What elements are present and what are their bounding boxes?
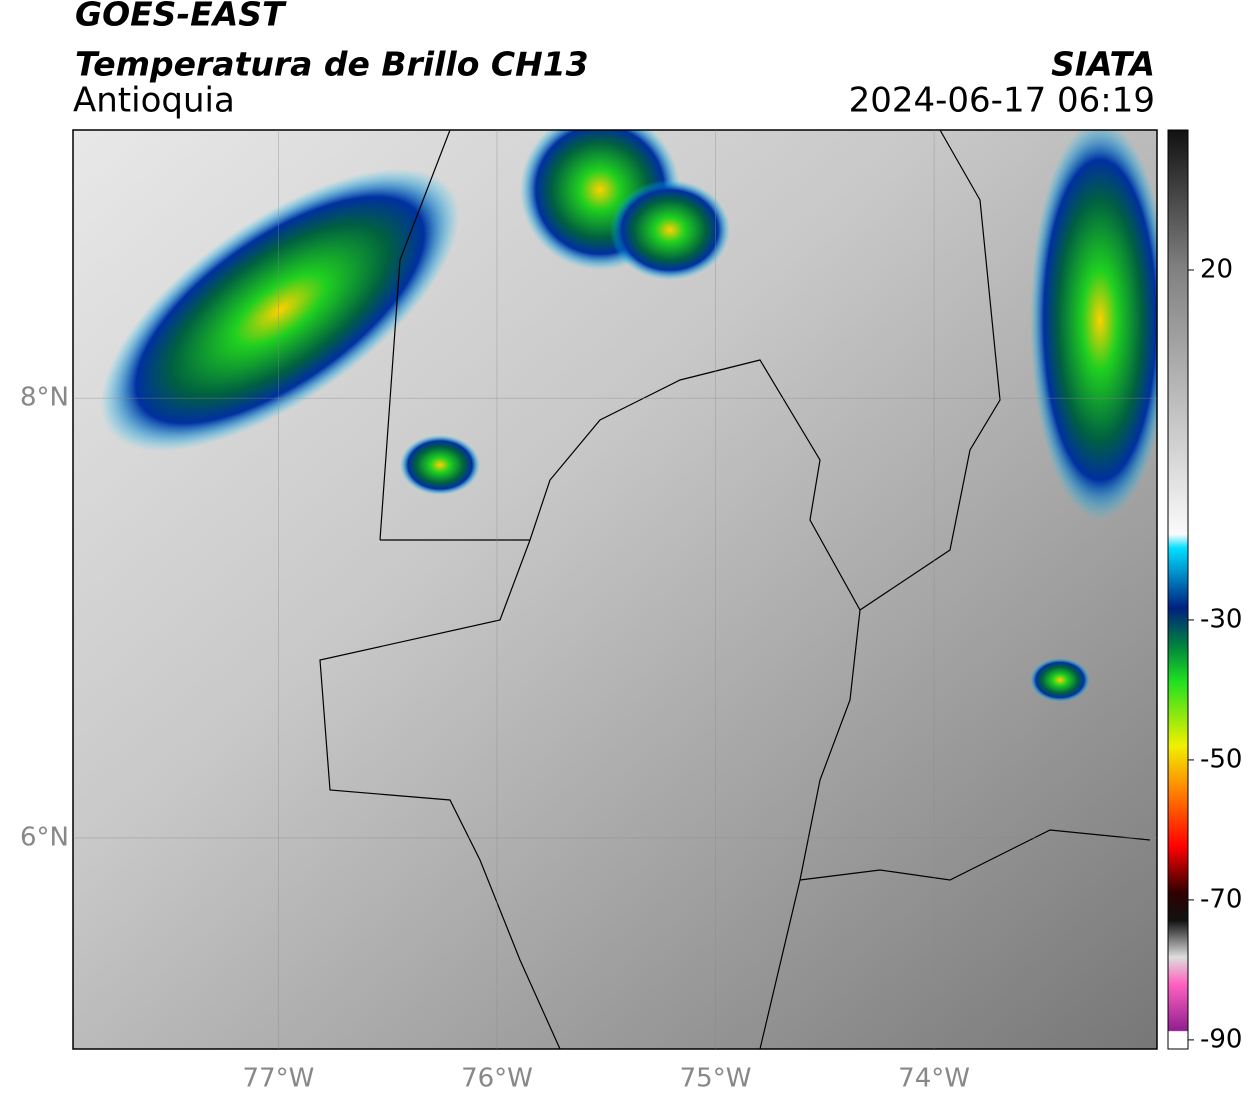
map-image	[73, 130, 1157, 1049]
colorbar-tick-label: -30	[1200, 604, 1242, 634]
source: SIATA	[1051, 45, 1155, 84]
lat-tick-label: 6°N	[20, 822, 69, 852]
lon-tick-label: 76°W	[461, 1064, 533, 1094]
colorbar	[1167, 129, 1189, 1050]
satellite: GOES-EAST	[75, 0, 287, 34]
lat-tick-label: 8°N	[20, 383, 69, 413]
colorbar-tick-label: -90	[1200, 1024, 1242, 1054]
map-frame	[72, 129, 1158, 1050]
colorbar-tick-label: -50	[1200, 744, 1242, 774]
lon-tick-label: 77°W	[243, 1064, 315, 1094]
colorbar-tick-label: -70	[1200, 884, 1242, 914]
region: Antioquia	[73, 81, 235, 121]
lon-tick-label: 75°W	[680, 1064, 752, 1094]
timestamp: 2024-06-17 06:19	[849, 81, 1155, 121]
lon-tick-label: 74°W	[898, 1064, 970, 1094]
product: Temperatura de Brillo CH13	[75, 45, 589, 84]
colorbar-tick-label: 20	[1200, 254, 1233, 284]
